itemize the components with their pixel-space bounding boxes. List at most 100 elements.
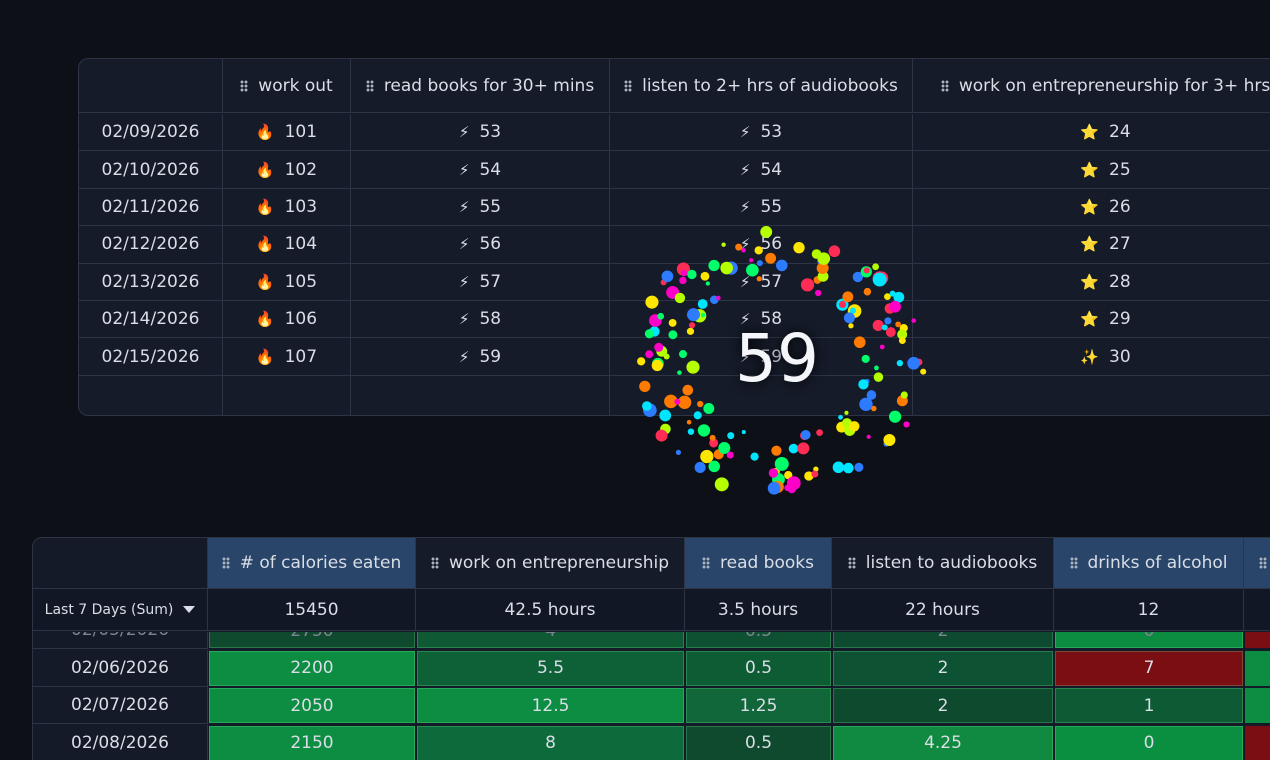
date-cell: 02/15/2026 (79, 338, 223, 376)
date-cell: 02/12/2026 (79, 226, 223, 264)
icon: ⭐ (1080, 310, 1100, 329)
habit-table: work out read books for 30+ mins listen to… (78, 58, 1270, 416)
value-cell: 0.5 (686, 650, 831, 686)
habit-cell: ⭐ 28 (913, 264, 1270, 301)
value: 58 (479, 309, 502, 330)
confetti (709, 434, 716, 441)
icon: 🔥 (255, 197, 275, 216)
icon: ⚡ (458, 310, 470, 329)
habit-cell: ⚡ 59 (610, 338, 913, 376)
header-cell (79, 59, 223, 113)
confetti (841, 418, 852, 429)
value-cell: 0 (1055, 632, 1243, 648)
icon: ⚡ (739, 272, 751, 291)
confetti (708, 460, 720, 473)
filter-dropdown[interactable]: Last 7 Days (Sum) (33, 589, 208, 631)
confetti (771, 445, 782, 456)
drag-handle (221, 557, 230, 569)
date-cell: 02/10/2026 (79, 151, 223, 189)
empty-cell (351, 375, 610, 415)
habit-cell: ⚡ 58 (351, 301, 610, 339)
confetti (774, 456, 789, 471)
confetti (786, 476, 801, 490)
value-cell: 4 (417, 632, 684, 648)
column-title: listen to audiobooks (865, 553, 1038, 573)
habit-cell: 🔥 102 (223, 151, 351, 189)
confetti (771, 480, 784, 493)
icon: ⭐ (1080, 123, 1100, 142)
confetti (675, 449, 682, 455)
confetti (832, 461, 845, 474)
column-title: work on entrepreneurship (448, 553, 670, 573)
confetti (883, 441, 889, 447)
value-cell: 2 (833, 650, 1053, 686)
column-header: work out (223, 59, 351, 113)
habit-cell: ⭐ 27 (913, 226, 1270, 264)
icon: ⚡ (739, 160, 751, 179)
date-cell: 02/07/2026 (33, 687, 208, 724)
value-cell: 2150 (209, 725, 415, 760)
habit-cell: 🔥 103 (223, 188, 351, 227)
habit-cell: ⚡ 56 (351, 226, 610, 264)
value: 26 (1109, 196, 1131, 217)
icon: ⚡ (458, 197, 470, 216)
drag-handle (240, 79, 249, 92)
icon: 🔥 (255, 310, 275, 329)
confetti (836, 421, 847, 433)
confetti (686, 419, 692, 425)
filter-label: Last 7 Days (Sum) (44, 601, 174, 618)
value: 28 (1109, 271, 1131, 292)
column-title: # of calories eaten (239, 553, 402, 573)
summary-cell (1244, 589, 1270, 631)
date-cell: 02/05/2026 (33, 632, 208, 649)
confetti (694, 461, 706, 473)
value: 105 (284, 271, 318, 292)
value: 30 (1109, 346, 1131, 367)
icon: ⭐ (1080, 197, 1100, 216)
value-cell (1245, 650, 1270, 686)
value-cell: 2200 (209, 650, 415, 686)
habit-cell: 🔥 101 (223, 114, 351, 152)
value: 59 (479, 346, 502, 367)
confetti (767, 481, 781, 495)
drag-handle (702, 557, 710, 569)
value-cell: 0.5 (686, 725, 831, 760)
date-cell: 02/13/2026 (79, 263, 223, 301)
summary-cell: 3.5 hours (685, 589, 832, 631)
value-cell (1245, 725, 1270, 760)
value: 57 (760, 271, 783, 292)
habit-cell: ✨ 30 (913, 338, 1270, 376)
icon: 🔥 (255, 123, 275, 142)
value: 103 (284, 196, 318, 217)
confetti (849, 421, 860, 432)
column-header: listen to 2+ hrs of audiobooks (610, 59, 913, 113)
confetti (788, 443, 799, 454)
confetti (813, 466, 819, 472)
value-cell: 2 (833, 632, 1053, 648)
value: 56 (479, 234, 502, 255)
habit-cell: ⚡ 56 (610, 226, 913, 264)
icon: ⚡ (739, 197, 751, 216)
value: 58 (760, 309, 783, 330)
confetti (800, 429, 811, 440)
confetti (714, 477, 729, 492)
habit-cell: ⚡ 55 (610, 188, 913, 227)
value-cell: 0 (1055, 725, 1243, 760)
value: 106 (284, 309, 318, 330)
value-cell: 1 (1055, 688, 1243, 723)
confetti (866, 434, 871, 439)
value-cell (1245, 632, 1270, 648)
icon: ⚡ (739, 235, 751, 254)
value-cell: 5.5 (417, 650, 684, 686)
summary-cell: 12 (1054, 589, 1244, 631)
value-cell: 2 (833, 688, 1053, 723)
empty-cell (223, 375, 351, 415)
value-cell: 2750 (209, 632, 415, 648)
date-cell: 02/14/2026 (79, 301, 223, 339)
drag-handle (624, 79, 633, 92)
value: 29 (1109, 309, 1131, 330)
habit-cell: 🔥 106 (223, 301, 351, 339)
icon: ⚡ (458, 272, 470, 291)
habit-cell: ⚡ 55 (351, 188, 610, 227)
value: 101 (284, 122, 318, 143)
